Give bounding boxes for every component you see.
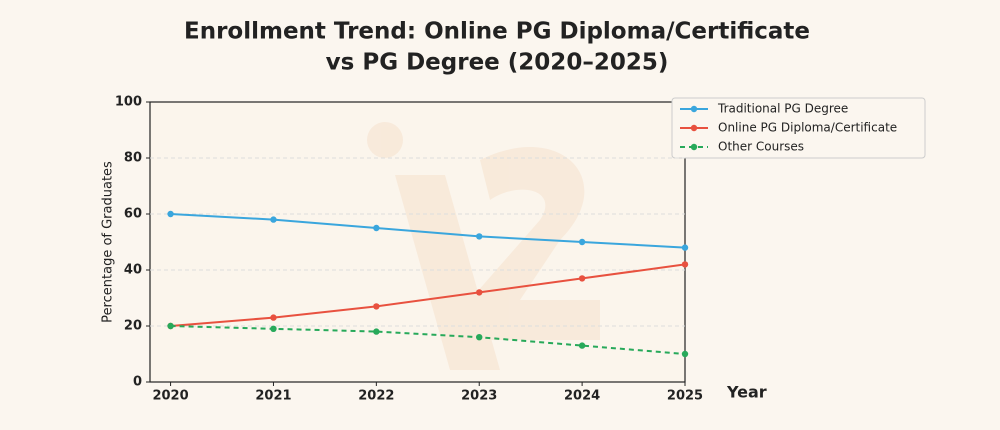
y-tick-label: 20 [124,319,142,334]
x-tick-label: 2022 [358,389,394,404]
x-tick-label: 2023 [461,389,497,404]
data-point [167,322,174,330]
data-point [578,275,586,282]
series-line [170,325,686,355]
chart-title: Enrollment Trend: Online PG Diploma/Cert… [184,19,810,45]
data-point [578,342,586,349]
data-point [167,210,174,218]
y-tick-label: 100 [115,95,142,110]
data-point [681,244,689,251]
legend-label: Traditional PG Degree [717,102,848,116]
y-tick-label: 0 [133,375,142,390]
x-tick-label: 2024 [564,389,600,404]
y-tick-label: 40 [124,263,142,278]
data-point [373,328,380,335]
data-point [373,224,380,232]
legend-marker [690,143,698,151]
x-tick-label: 2025 [667,389,703,404]
series-line [170,263,686,327]
data-point [270,314,277,321]
y-axis-label: Percentage of Graduates [101,161,116,323]
x-tick-label: 2020 [152,389,188,404]
data-point [681,350,689,358]
data-point [476,334,483,341]
data-point [373,303,380,310]
legend-marker [690,105,698,113]
data-point [270,216,277,223]
watermark [367,122,600,370]
x-axis-label: Year [726,383,767,402]
legend-label: Online PG Diploma/Certificate [718,121,897,135]
legend-label: Other Courses [718,140,804,154]
data-point [270,325,277,332]
series-line [170,213,686,249]
data-point [681,261,689,268]
y-tick-label: 60 [124,207,142,222]
y-tick-label: 80 [124,151,142,166]
data-point [476,289,483,296]
legend-marker [690,124,698,132]
data-point [476,233,483,240]
x-tick-label: 2021 [255,389,291,404]
legend [671,97,926,159]
data-point [578,238,586,246]
chart-title: vs PG Degree (2020–2025) [326,50,669,76]
